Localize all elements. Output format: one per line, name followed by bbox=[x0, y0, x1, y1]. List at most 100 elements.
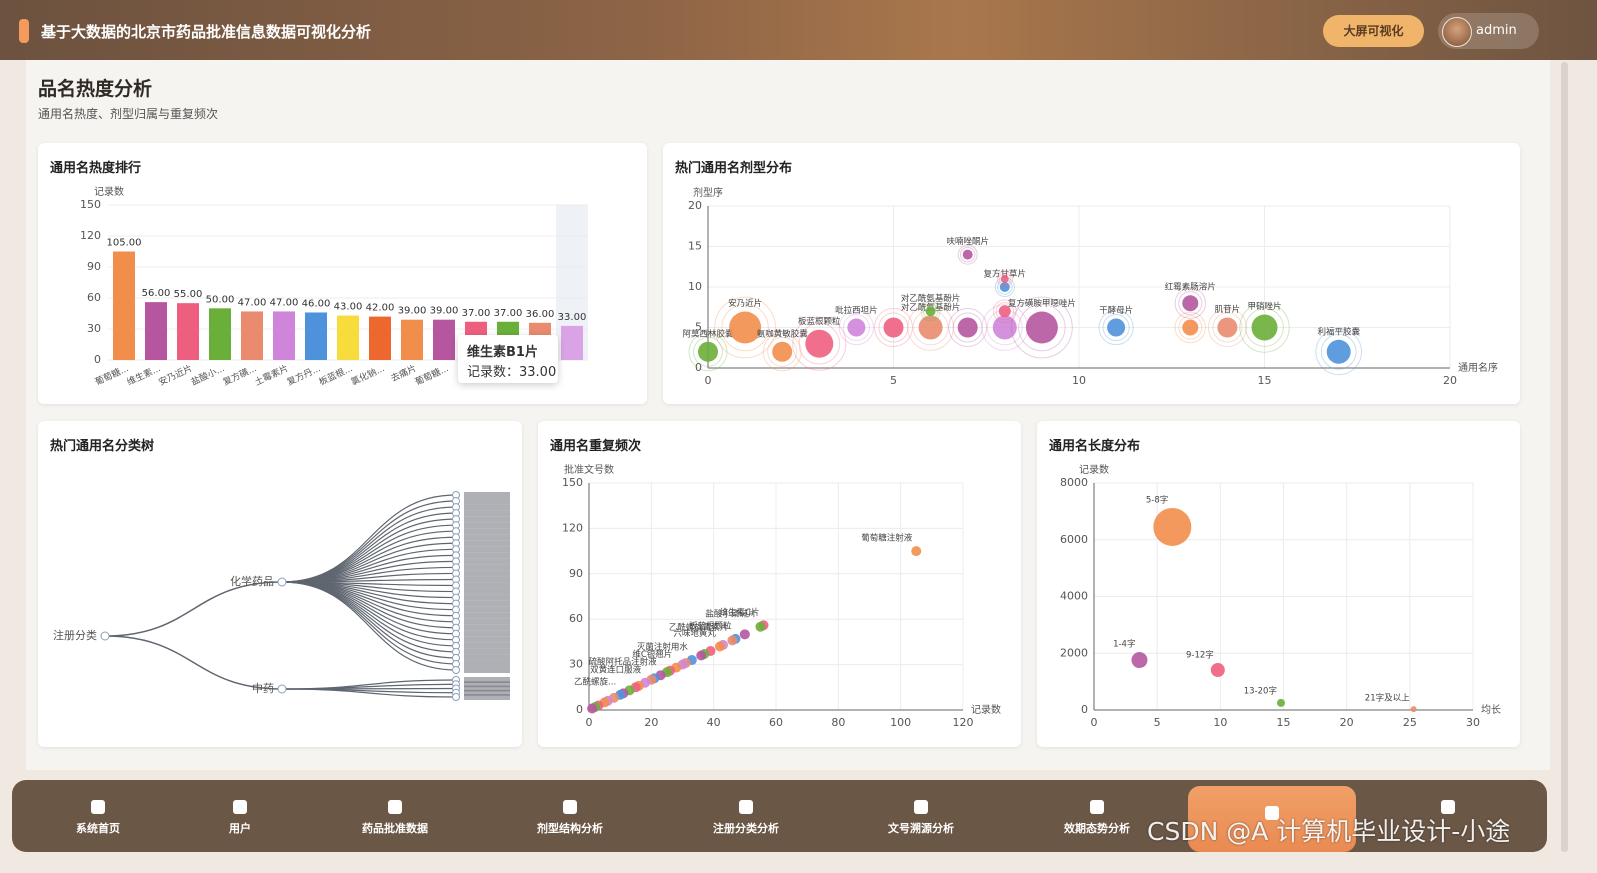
point bbox=[911, 546, 922, 557]
value-label: 33.00 bbox=[558, 312, 587, 323]
nav-label: 效期态势分析 bbox=[1064, 822, 1130, 835]
leaf-label-blur bbox=[464, 654, 510, 661]
value-label: 50.00 bbox=[206, 294, 235, 305]
point-label: 硫酸阿托品注射液 bbox=[589, 657, 658, 668]
x-tick-label: 30 bbox=[1466, 716, 1480, 729]
point bbox=[698, 341, 718, 362]
nav-item[interactable]: 效期态势分析 bbox=[1022, 780, 1172, 852]
halo bbox=[762, 332, 802, 372]
point bbox=[998, 305, 1011, 318]
y-tick-label: 0 bbox=[94, 353, 101, 366]
point bbox=[1025, 311, 1058, 344]
halo bbox=[995, 302, 1014, 321]
y-tick-label: 5 bbox=[695, 321, 702, 334]
halo bbox=[1239, 302, 1290, 353]
leaf-label-blur bbox=[464, 546, 510, 553]
point-label: 氨咖黄敏胶囊 bbox=[757, 328, 809, 339]
y-tick-label: 30 bbox=[569, 658, 583, 671]
tree-leaf bbox=[452, 693, 460, 701]
point-label: 维C银翘片 bbox=[632, 649, 672, 660]
header-accent bbox=[19, 19, 29, 43]
x-tick-label: 0 bbox=[1091, 716, 1098, 729]
point-label: 呋喃唑酮片 bbox=[946, 236, 989, 247]
point-label: 六味地黄丸 bbox=[673, 628, 716, 639]
point-label: 9-12字 bbox=[1186, 649, 1214, 660]
point-label: 21字及以上 bbox=[1365, 693, 1410, 704]
card: 通用名重复频次 0 20 40 60 80 100 120 0 30 60 90 120 150 记录数 批… bbox=[538, 421, 1021, 747]
nav-icon bbox=[739, 800, 753, 814]
leaf-label-blur bbox=[464, 558, 510, 565]
tooltip-text: 记录数：33.00 bbox=[467, 365, 557, 380]
y-tick-label: 120 bbox=[80, 229, 101, 242]
leaf-label-blur bbox=[464, 564, 510, 571]
halo bbox=[1315, 328, 1363, 376]
point-label: 葡萄糖注射液 bbox=[861, 533, 913, 544]
halo bbox=[998, 272, 1012, 286]
halo bbox=[907, 304, 954, 351]
point bbox=[1182, 319, 1199, 336]
x-tick-label: 15 bbox=[1277, 716, 1291, 729]
x-tick-label: 60 bbox=[769, 716, 783, 729]
bar bbox=[561, 325, 583, 360]
nav-item[interactable]: 用户 bbox=[165, 780, 315, 852]
halo bbox=[959, 246, 976, 263]
leaf-label-blur bbox=[464, 588, 510, 595]
halo bbox=[922, 303, 939, 320]
nav-item[interactable] bbox=[1373, 780, 1523, 852]
nav-item[interactable] bbox=[1188, 786, 1356, 852]
tree-node-label: 中药 bbox=[252, 682, 274, 695]
scrollbar[interactable] bbox=[1561, 62, 1568, 852]
value-label: 39.00 bbox=[398, 306, 427, 317]
point bbox=[729, 311, 762, 344]
halo bbox=[721, 303, 769, 352]
point-label: 灭菌注射用水 bbox=[637, 642, 689, 653]
halo bbox=[798, 322, 841, 365]
x-tick-label: 20 bbox=[1340, 716, 1354, 729]
nav-item[interactable]: 系统首页 bbox=[23, 780, 173, 852]
halo bbox=[842, 313, 870, 342]
nav-item[interactable]: 剂型结构分析 bbox=[495, 780, 645, 852]
point bbox=[962, 249, 973, 260]
nav-icon bbox=[1090, 800, 1104, 814]
y-axis-label: 记录数 bbox=[94, 185, 124, 198]
y-tick-label: 0 bbox=[695, 361, 702, 374]
point-label: 双黄连口服液 bbox=[590, 664, 642, 675]
nav-item[interactable]: 药品批准数据 bbox=[320, 780, 470, 852]
user-menu[interactable]: admin bbox=[1438, 13, 1539, 49]
leaf-label-blur bbox=[464, 498, 510, 505]
tree-link bbox=[281, 581, 457, 623]
point-label: 维生素C片 bbox=[720, 607, 760, 618]
tree-link bbox=[281, 581, 457, 671]
value-label: 36.00 bbox=[526, 309, 555, 320]
halo bbox=[767, 336, 798, 367]
y-tick-label: 6000 bbox=[1060, 533, 1088, 546]
nav-icon bbox=[563, 800, 577, 814]
chart: 0 20 40 60 80 100 120 0 30 60 90 120 150 记录数 批准文号数葡萄糖注… bbox=[562, 463, 1001, 729]
leaf-label-blur bbox=[464, 630, 510, 637]
leaf-label-blur bbox=[464, 648, 510, 655]
halo bbox=[1174, 311, 1206, 344]
card: 通用名长度分布 0 5 10 15 20 25 30 0 2000 4000 6000 8000 均长 记… bbox=[1037, 421, 1520, 747]
leaf-label-blur bbox=[464, 667, 510, 673]
leaf-label-blur bbox=[464, 642, 510, 649]
point-label: 5-8字 bbox=[1146, 494, 1168, 505]
x-tick-label: 15 bbox=[1258, 374, 1272, 387]
nav-item[interactable]: 文号溯源分析 bbox=[846, 780, 996, 852]
halo bbox=[792, 316, 847, 371]
bar bbox=[305, 312, 327, 360]
halo bbox=[948, 308, 988, 347]
halo bbox=[874, 308, 913, 347]
point bbox=[587, 703, 598, 714]
x-tick-label: 10 bbox=[1072, 374, 1086, 387]
point bbox=[1153, 507, 1192, 546]
leaf-label-blur bbox=[464, 528, 510, 535]
screen-button[interactable]: 大屏可视化 bbox=[1323, 15, 1424, 47]
leaf-label-blur bbox=[464, 612, 510, 619]
x-tick-label: 复方丹... bbox=[285, 362, 322, 388]
point-label: 复方磺胺甲噁唑片 bbox=[1008, 298, 1076, 309]
app-title: 基于大数据的北京市药品批准信息数据可视化分析 bbox=[41, 23, 372, 41]
nav-item[interactable]: 注册分类分析 bbox=[671, 780, 821, 852]
x-tick-label: 氯化钠... bbox=[349, 362, 386, 388]
x-tick-label: 葡萄糖... bbox=[413, 362, 450, 388]
